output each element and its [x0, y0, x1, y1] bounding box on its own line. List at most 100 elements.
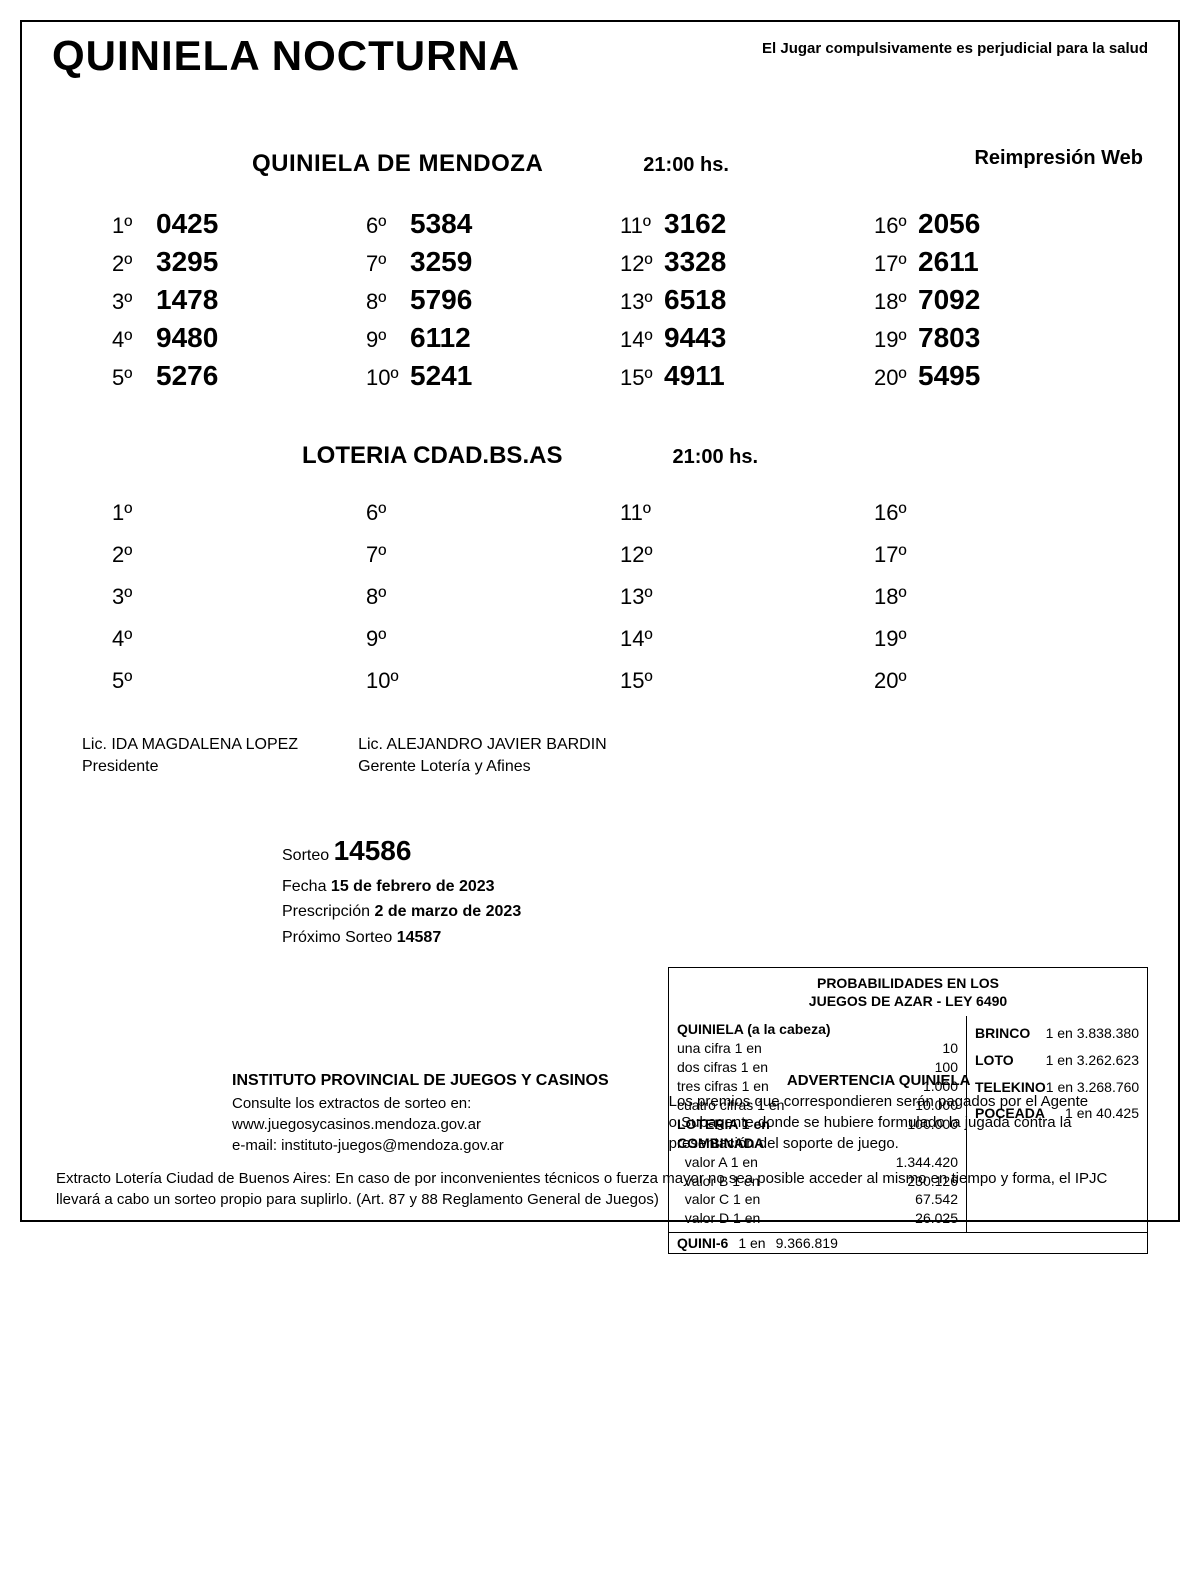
result-cell: 20º5495: [874, 360, 1108, 392]
position: 9º: [366, 327, 404, 353]
position-empty: 14º: [620, 626, 854, 652]
position: 15º: [620, 365, 658, 391]
position: 2º: [112, 251, 150, 277]
result-cell: 17º2611: [874, 246, 1108, 278]
prob-row: valor B 1 en230.126: [677, 1172, 958, 1191]
prob-label: valor A 1 en: [677, 1153, 888, 1172]
date-value: 15 de febrero de 2023: [331, 878, 495, 895]
result-cell: 8º5796: [366, 284, 600, 316]
prob-label: LOTO: [975, 1047, 1014, 1074]
winning-number: 2611: [918, 246, 979, 278]
position: 17º: [874, 251, 912, 277]
position-empty: 3º: [112, 584, 346, 610]
position-empty: 4º: [112, 626, 346, 652]
position: 18º: [874, 289, 912, 315]
prob-label: valor D 1 en: [677, 1209, 888, 1228]
result-cell: 1º0425: [112, 208, 346, 240]
winning-number: 6112: [410, 322, 471, 354]
prob-label: una cifra 1 en: [677, 1039, 888, 1058]
prob-value: 10: [888, 1039, 958, 1058]
result-cell: 4º9480: [112, 322, 346, 354]
winning-number: 5276: [156, 360, 218, 392]
position: 19º: [874, 327, 912, 353]
position-empty: 6º: [366, 500, 600, 526]
sig2-role: Gerente Lotería y Afines: [358, 756, 607, 778]
result-cell: 3º1478: [112, 284, 346, 316]
winning-number: 1478: [156, 284, 218, 316]
result-cell: 6º5384: [366, 208, 600, 240]
loteria-row: LOTERIA 1 en 100.000: [677, 1115, 958, 1134]
winning-number: 2056: [918, 208, 980, 240]
result-cell: 7º3259: [366, 246, 600, 278]
winning-number: 3259: [410, 246, 472, 278]
lottery1-title: QUINIELA DE MENDOZA: [252, 150, 543, 178]
position: 5º: [112, 365, 150, 391]
prob-value: 1.344.420: [888, 1153, 958, 1172]
result-cell: 13º6518: [620, 284, 854, 316]
winning-number: 4911: [664, 360, 725, 392]
position-empty: 20º: [874, 668, 1108, 694]
prob-left: QUINIELA (a la cabeza) una cifra 1 en10d…: [669, 1016, 967, 1232]
health-warning: El Jugar compulsivamente es perjudicial …: [762, 40, 1148, 57]
prob-value: 1 en 3.838.380: [1046, 1020, 1139, 1047]
result-cell: 15º4911: [620, 360, 854, 392]
institute-l3: e-mail: instituto-juegos@mendoza.gov.ar: [232, 1135, 609, 1156]
result-cell: 19º7803: [874, 322, 1108, 354]
prob-right-row: LOTO 1 en 3.262.623: [975, 1047, 1139, 1074]
prob-value: 1 en 3.262.623: [1046, 1047, 1139, 1074]
result-cell: 10º5241: [366, 360, 600, 392]
prob-label: valor C 1 en: [677, 1190, 888, 1209]
institute-title: INSTITUTO PROVINCIAL DE JUEGOS Y CASINOS: [232, 1070, 609, 1092]
probabilities-box: PROBABILIDADES EN LOS JUEGOS DE AZAR - L…: [668, 967, 1148, 1254]
winning-number: 5241: [410, 360, 472, 392]
result-cell: 16º2056: [874, 208, 1108, 240]
lottery2-title: LOTERIA CDAD.BS.AS: [302, 442, 562, 470]
winning-number: 7092: [918, 284, 980, 316]
next-label: Próximo Sorteo: [282, 929, 392, 946]
prob-value: 1.000: [888, 1077, 958, 1096]
position: 4º: [112, 327, 150, 353]
prob-right: BRINCO1 en 3.838.380LOTO1 en 3.262.623TE…: [967, 1016, 1147, 1232]
prob-row: valor A 1 en1.344.420: [677, 1153, 958, 1172]
prob-value: 100: [888, 1058, 958, 1077]
lottery-document: QUINIELA NOCTURNA El Jugar compulsivamen…: [20, 20, 1180, 1222]
position-empty: 9º: [366, 626, 600, 652]
position-empty: 10º: [366, 668, 600, 694]
winning-number: 5384: [410, 208, 472, 240]
prob-value: 67.542: [888, 1190, 958, 1209]
presc-label: Prescripción: [282, 903, 370, 920]
position-empty: 19º: [874, 626, 1108, 652]
position: 1º: [112, 213, 150, 239]
prob-row: tres cifras 1 en1.000: [677, 1077, 958, 1096]
signature-1: Lic. IDA MAGDALENA LOPEZ Presidente: [82, 734, 298, 779]
winning-number: 3328: [664, 246, 726, 278]
prob-title-2: JUEGOS DE AZAR - LEY 6490: [809, 993, 1007, 1009]
prob-body: QUINIELA (a la cabeza) una cifra 1 en10d…: [669, 1016, 1147, 1232]
draw-presc-row: Prescripción 2 de marzo de 2023: [282, 899, 1148, 925]
winning-number: 5495: [918, 360, 980, 392]
date-label: Fecha: [282, 878, 326, 895]
sig1-name: Lic. IDA MAGDALENA LOPEZ: [82, 734, 298, 756]
winning-number: 0425: [156, 208, 218, 240]
winning-number: 9480: [156, 322, 218, 354]
prob-row: valor C 1 en67.542: [677, 1190, 958, 1209]
sig2-name: Lic. ALEJANDRO JAVIER BARDIN: [358, 734, 607, 756]
prob-title-1: PROBABILIDADES EN LOS: [817, 975, 999, 991]
reprint-label: Reimpresión Web: [974, 147, 1143, 170]
position-empty: 2º: [112, 542, 346, 568]
prob-value: 230.126: [888, 1172, 958, 1191]
winning-number: 6518: [664, 284, 726, 316]
position-empty: 18º: [874, 584, 1108, 610]
lottery2-header: LOTERIA CDAD.BS.AS 21:00 hs.: [52, 442, 1148, 470]
loteria-label: LOTERIA 1 en: [677, 1115, 888, 1134]
winning-number: 7803: [918, 322, 980, 354]
sig1-role: Presidente: [82, 756, 298, 778]
prob-right-row: POCEADA1 en 40.425: [975, 1100, 1139, 1127]
draw-info: Sorteo 14586 Fecha 15 de febrero de 2023…: [52, 829, 1148, 951]
lottery1-results: 1º04256º538411º316216º20562º32957º325912…: [52, 208, 1148, 392]
prob-value: 10.000: [888, 1096, 958, 1115]
lottery2-time: 21:00 hs.: [672, 446, 758, 469]
position: 10º: [366, 365, 404, 391]
quini6-val: 9.366.819: [776, 1235, 838, 1251]
institute-info: INSTITUTO PROVINCIAL DE JUEGOS Y CASINOS…: [232, 1070, 609, 1155]
